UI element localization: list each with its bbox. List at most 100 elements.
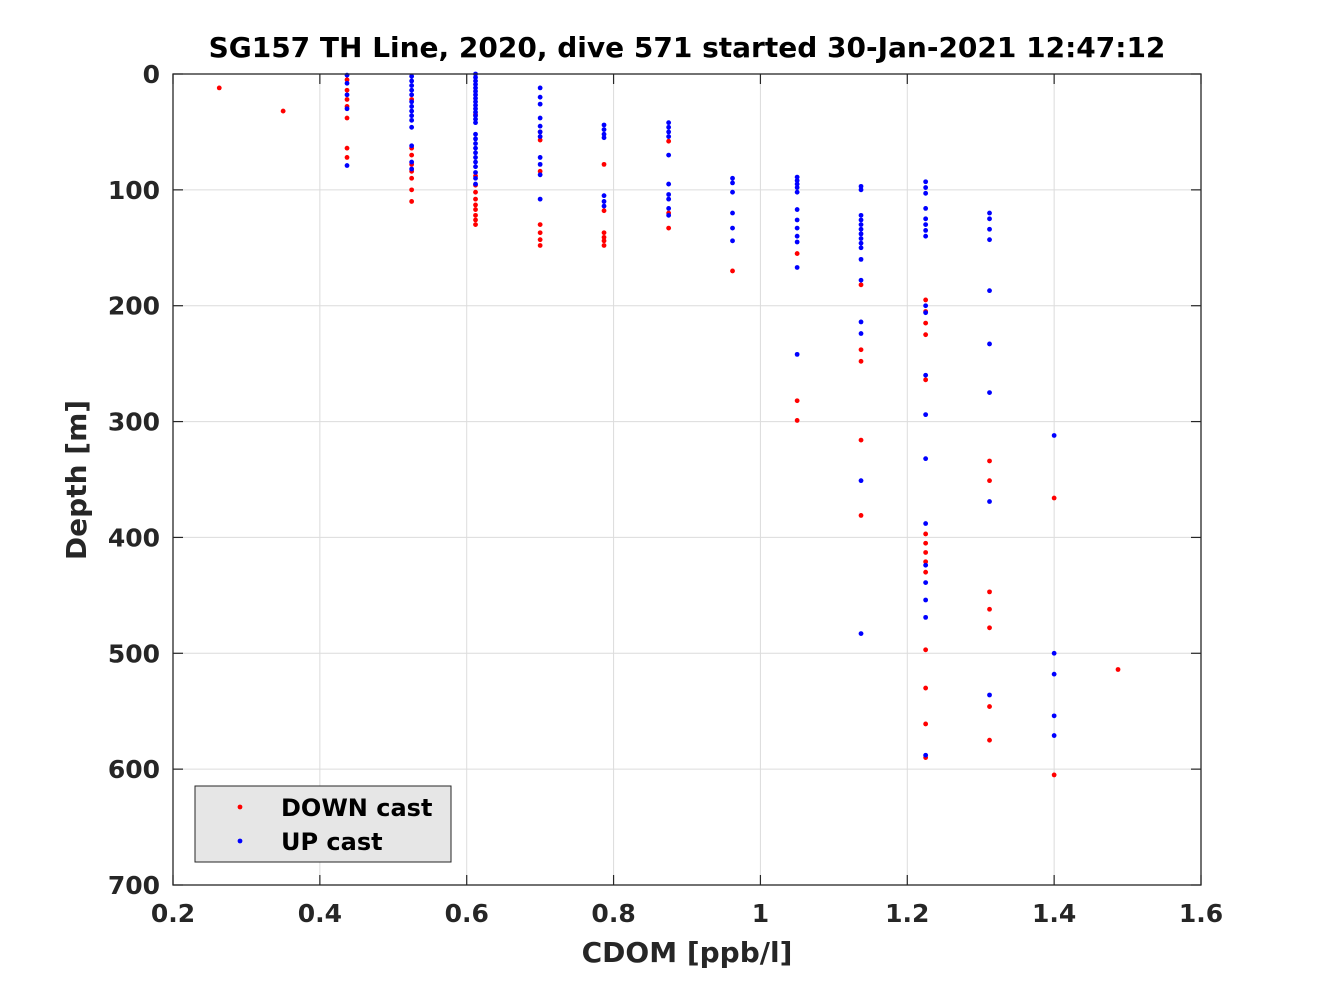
data-point [666, 205, 672, 211]
data-point [537, 222, 543, 228]
data-point [473, 150, 478, 156]
x-tick-label: 0.4 [298, 899, 342, 928]
data-point [923, 377, 929, 383]
data-point [858, 631, 864, 636]
data-point [473, 196, 478, 202]
data-point [923, 569, 929, 575]
y-tick-label: 100 [108, 176, 160, 205]
data-point [794, 185, 800, 190]
data-point [409, 166, 415, 172]
data-point [537, 168, 543, 174]
data-point [987, 390, 992, 396]
data-point [923, 205, 929, 211]
data-point [473, 164, 478, 170]
data-point [794, 233, 800, 239]
data-point [666, 134, 672, 139]
y-axis-label: Depth [m] [60, 400, 93, 560]
data-point [537, 137, 543, 143]
data-point [1115, 667, 1121, 672]
data-point [473, 207, 478, 212]
data-point [666, 129, 672, 135]
data-point [601, 199, 607, 204]
data-point [923, 190, 929, 196]
data-point [730, 210, 735, 216]
data-point [666, 124, 672, 130]
data-point [537, 155, 543, 160]
data-point [344, 92, 350, 98]
x-tick-label: 0.6 [445, 899, 489, 928]
data-point [537, 237, 543, 243]
data-point [923, 228, 929, 233]
data-point [987, 237, 992, 243]
data-point [858, 331, 864, 336]
data-point [1051, 433, 1057, 438]
data-point [409, 159, 415, 165]
data-point [923, 580, 929, 586]
data-point [601, 122, 607, 128]
data-point [537, 196, 543, 202]
data-point [601, 193, 607, 199]
data-point [1051, 772, 1057, 778]
y-tick-label: 200 [108, 292, 160, 321]
data-point [601, 203, 607, 209]
data-point [409, 83, 415, 88]
data-point [987, 704, 992, 709]
data-point [858, 347, 864, 353]
data-point [1051, 495, 1057, 501]
data-point [923, 456, 929, 462]
data-point [1051, 650, 1057, 656]
data-point [473, 116, 478, 122]
y-tick-label: 500 [108, 639, 160, 668]
data-point [473, 170, 478, 175]
data-point [858, 245, 864, 251]
data-point [473, 99, 478, 105]
data-point [537, 123, 543, 129]
data-point [666, 120, 672, 126]
data-point [858, 358, 864, 364]
data-point [858, 226, 864, 232]
data-point [409, 87, 415, 93]
data-point [987, 341, 992, 347]
data-point [537, 134, 543, 139]
data-point [473, 145, 478, 151]
data-point [1051, 671, 1057, 677]
data-point [923, 303, 929, 309]
data-point [923, 233, 929, 239]
data-point [858, 187, 864, 193]
data-point [923, 647, 929, 653]
data-point [601, 230, 607, 236]
data-point [666, 192, 672, 197]
legend: DOWN cast UP cast [194, 785, 452, 863]
data-point [473, 217, 478, 223]
x-tick-label: 0.8 [591, 899, 635, 928]
x-axis-label: CDOM [ppb/l] [582, 936, 793, 969]
data-point [987, 606, 992, 612]
data-point [409, 104, 415, 109]
data-point [858, 256, 864, 262]
data-point [987, 737, 992, 743]
data-point [923, 521, 929, 526]
data-point [344, 80, 350, 86]
plot-area [173, 74, 1201, 885]
chart-title: SG157 TH Line, 2020, dive 571 started 30… [209, 31, 1166, 64]
data-point [409, 152, 415, 158]
data-point [537, 115, 543, 121]
x-tick-label: 1.4 [1032, 899, 1076, 928]
data-point [794, 174, 800, 180]
data-point [409, 92, 415, 98]
data-point [730, 180, 735, 186]
data-point [537, 243, 543, 248]
x-tick-label: 1.2 [885, 899, 929, 928]
data-point [987, 478, 992, 484]
data-point [537, 85, 543, 91]
data-point [923, 550, 929, 555]
data-point [537, 94, 543, 100]
legend-marker-up-cast [237, 838, 243, 844]
data-point [858, 277, 864, 283]
data-point [923, 185, 929, 190]
data-point [280, 108, 286, 114]
data-point [344, 77, 350, 83]
data-point [409, 187, 415, 193]
data-point [473, 113, 478, 119]
data-point [473, 102, 478, 108]
